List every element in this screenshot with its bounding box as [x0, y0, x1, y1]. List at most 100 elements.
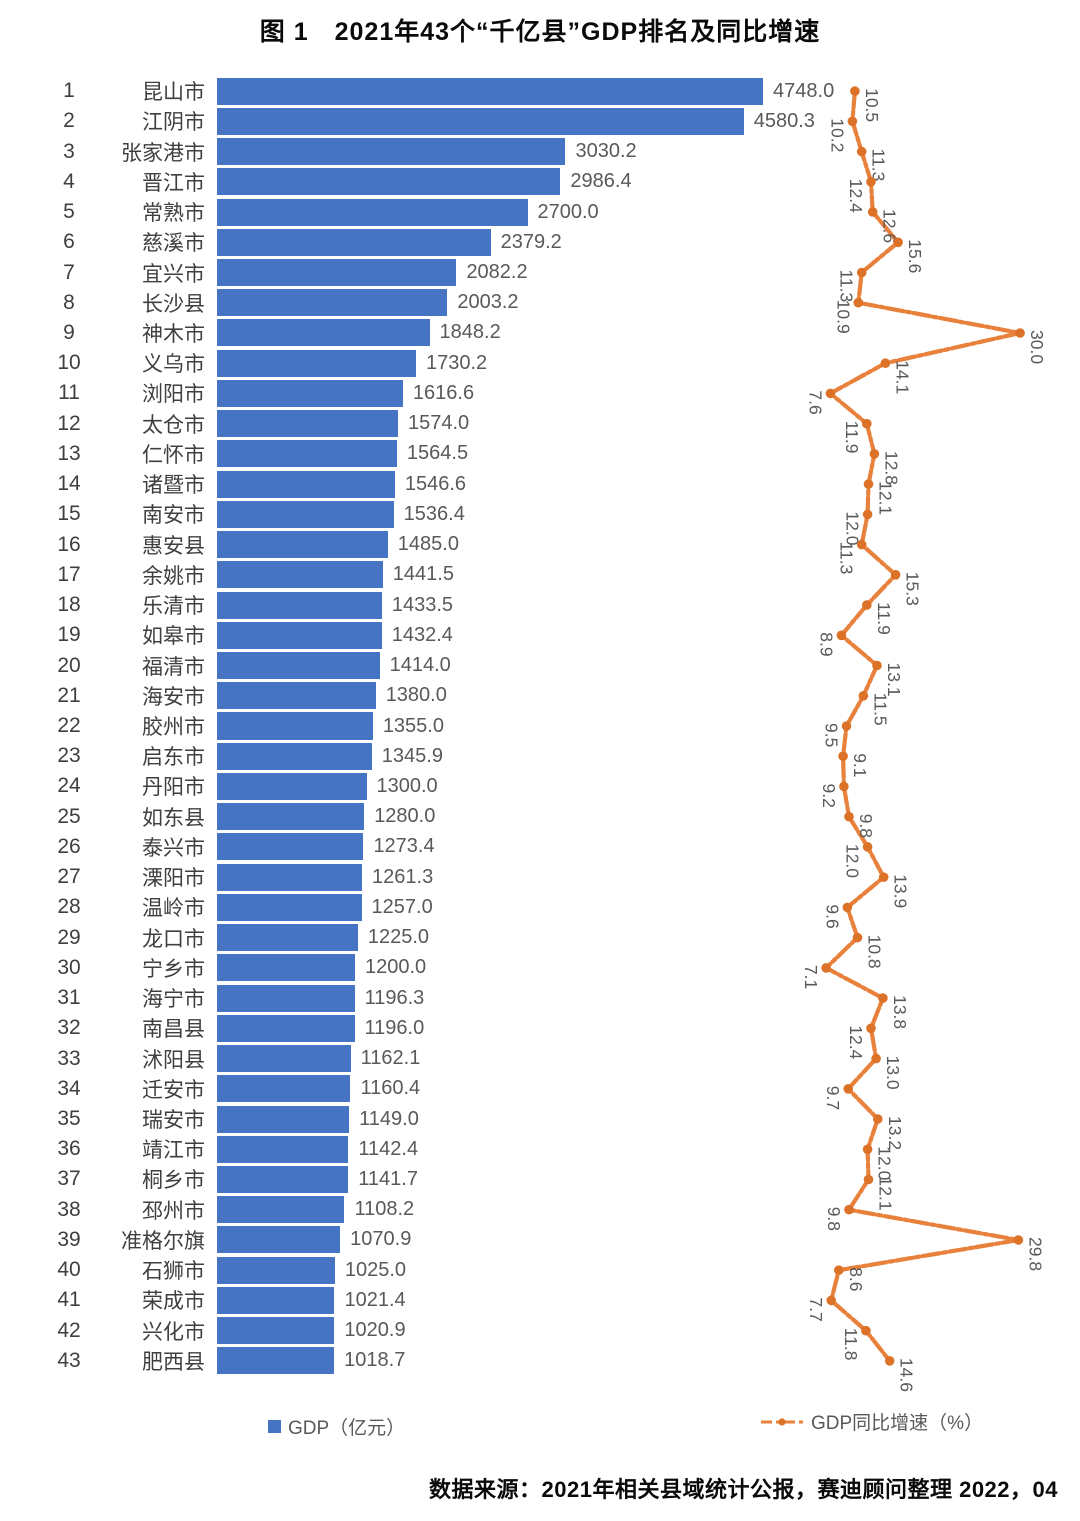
chart-row: 17 余姚市 1441.5 [0, 560, 1080, 590]
gdp-bar [217, 1045, 351, 1073]
gdp-value-label: 2379.2 [500, 230, 562, 253]
gdp-bar [217, 1317, 335, 1345]
gdp-value-label: 1025.0 [344, 1258, 407, 1281]
rank-label: 29 [57, 925, 81, 949]
gdp-bar [217, 1286, 335, 1314]
county-name: 南安市 [142, 504, 205, 528]
county-name: 乐清市 [142, 595, 205, 619]
chart-row: 5 常熟市 2700.0 [0, 197, 1080, 227]
gdp-value-label: 3030.2 [575, 140, 637, 163]
county-name: 如皋市 [142, 625, 205, 649]
county-name: 沭阳县 [142, 1048, 205, 1072]
county-name: 溧阳市 [142, 867, 205, 891]
gdp-bar [217, 470, 395, 498]
gdp-value-label: 1196.0 [364, 1016, 425, 1039]
rank-label: 6 [63, 230, 75, 254]
county-name: 张家港市 [121, 141, 205, 165]
county-name: 荣成市 [142, 1290, 205, 1314]
gdp-value-label: 1225.0 [367, 926, 430, 949]
gdp-value-label: 1142.4 [358, 1137, 419, 1160]
gdp-bar [217, 561, 383, 589]
rank-label: 36 [57, 1137, 81, 1161]
growth-legend-line-icon [761, 1417, 803, 1426]
county-name: 常熟市 [142, 202, 205, 226]
rank-label: 23 [57, 744, 81, 768]
gdp-bar [217, 319, 430, 347]
chart-row: 2 江阴市 4580.3 [0, 106, 1080, 136]
gdp-value-label: 1355.0 [382, 714, 444, 737]
gdp-bar [217, 1075, 351, 1103]
rank-label: 9 [63, 320, 75, 344]
legend-growth: GDP同比增速（%） [760, 1408, 983, 1435]
county-name: 准格尔旗 [121, 1229, 205, 1253]
chart-row: 41 荣成市 1021.4 [0, 1285, 1080, 1315]
rank-label: 5 [63, 200, 75, 224]
rank-label: 15 [57, 502, 81, 526]
county-name: 宁乡市 [142, 957, 205, 981]
gdp-bar [217, 742, 372, 770]
rank-label: 1 [63, 79, 75, 103]
gdp-value-label: 1345.9 [381, 744, 443, 767]
gdp-value-label: 1485.0 [397, 533, 459, 556]
gdp-value-label: 1730.2 [425, 351, 488, 374]
rank-label: 17 [57, 562, 81, 586]
gdp-bar [217, 258, 457, 287]
gdp-value-label: 1546.6 [404, 472, 467, 495]
chart-row: 43 肥西县 1018.7 [0, 1346, 1080, 1376]
gdp-bar [217, 1105, 350, 1133]
gdp-value-label: 1441.5 [392, 563, 454, 586]
gdp-value-label: 1141.7 [358, 1167, 418, 1190]
county-name: 海安市 [142, 685, 205, 709]
rank-label: 3 [63, 139, 75, 163]
gdp-legend-swatch [268, 1420, 281, 1433]
chart-row: 26 泰兴市 1273.4 [0, 832, 1080, 862]
rank-label: 22 [57, 714, 81, 737]
gdp-value-label: 1196.3 [364, 986, 425, 1009]
chart-row: 13 仁怀市 1564.5 [0, 439, 1080, 469]
gdp-bar [217, 1014, 355, 1042]
gdp-value-label: 1070.9 [350, 1228, 412, 1251]
gdp-bar [217, 198, 528, 226]
chart-row: 25 如东县 1280.0 [0, 802, 1080, 832]
gdp-ranking-chart: 1 昆山市 4748.0 2 江阴市 4580.3 3 张家港市 3030.2 4 晋江市 2986.… [0, 77, 1080, 1392]
rank-label: 25 [57, 804, 81, 828]
gdp-bar [217, 803, 365, 831]
rank-label: 24 [57, 774, 81, 798]
gdp-value-label: 1432.4 [391, 623, 453, 646]
chart-row: 34 迁安市 1160.4 [0, 1074, 1080, 1104]
chart-row: 32 南昌县 1196.0 [0, 1013, 1080, 1043]
gdp-bar [217, 984, 355, 1012]
gdp-value-label: 1536.4 [403, 502, 465, 525]
gdp-value-label: 2003.2 [457, 291, 519, 314]
chart-row: 4 晋江市 2986.4 [0, 167, 1080, 197]
chart-row: 22 胶州市 1355.0 [0, 711, 1080, 741]
county-name: 海宁市 [142, 988, 205, 1012]
chart-row: 8 长沙县 2003.2 [0, 288, 1080, 318]
gdp-bar [217, 863, 363, 891]
gdp-bar [217, 77, 764, 105]
gdp-value-label: 1200.0 [365, 956, 427, 979]
gdp-bar [217, 621, 382, 649]
gdp-value-label: 1108.2 [354, 1198, 415, 1221]
rank-label: 27 [57, 865, 81, 889]
county-name: 江阴市 [142, 111, 205, 135]
legend-gdp: GDP（亿元） [268, 1413, 405, 1440]
rank-label: 12 [57, 411, 81, 435]
gdp-value-label: 2700.0 [537, 200, 599, 223]
gdp-bar [217, 1165, 349, 1193]
county-name: 惠安县 [142, 534, 205, 558]
rank-label: 18 [57, 593, 81, 617]
gdp-value-label: 4748.0 [773, 79, 835, 102]
gdp-value-label: 1261.3 [372, 865, 434, 888]
county-name: 肥西县 [142, 1350, 205, 1374]
gdp-bar [217, 772, 367, 800]
chart-row: 16 惠安县 1485.0 [0, 529, 1080, 559]
county-name: 福清市 [142, 655, 205, 679]
chart-row: 35 瑞安市 1149.0 [0, 1104, 1080, 1134]
county-name: 瑞安市 [142, 1109, 205, 1133]
rank-label: 10 [57, 351, 81, 375]
gdp-bar [217, 349, 416, 377]
county-name: 胶州市 [142, 716, 205, 739]
gdp-value-label: 1162.1 [360, 1047, 421, 1070]
rank-label: 30 [57, 955, 81, 979]
